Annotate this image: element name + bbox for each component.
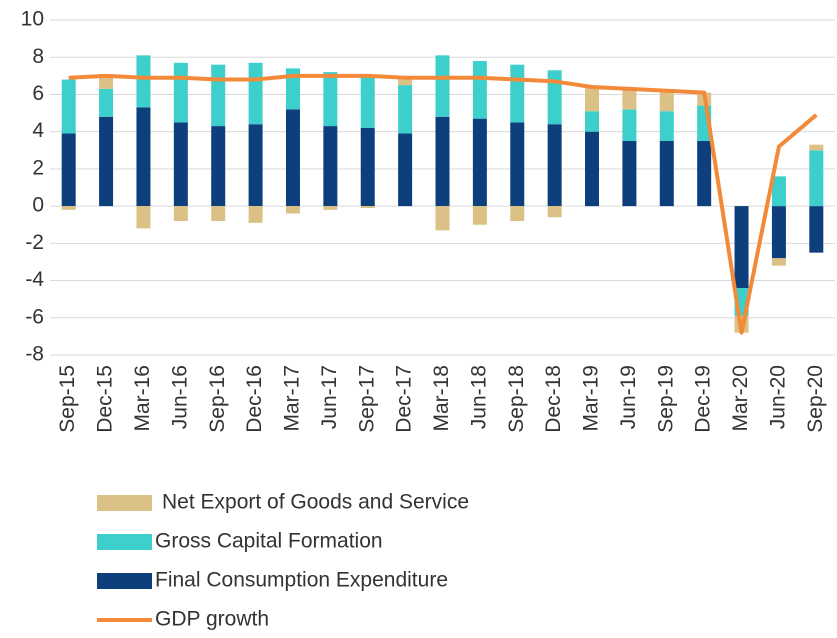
bar bbox=[61, 79, 76, 134]
bar bbox=[136, 107, 151, 207]
bar bbox=[285, 68, 300, 110]
bar bbox=[585, 87, 600, 112]
bar bbox=[659, 140, 674, 207]
bar bbox=[398, 85, 413, 134]
bar bbox=[136, 206, 151, 229]
legend-label: Gross Capital Formation bbox=[155, 530, 383, 553]
x-tick-label: Jun-20 bbox=[766, 365, 789, 429]
bar bbox=[360, 75, 375, 128]
x-tick-label: Mar-16 bbox=[131, 365, 154, 432]
bar bbox=[734, 206, 749, 288]
bar bbox=[360, 127, 375, 207]
bar bbox=[585, 111, 600, 132]
y-tick-label: -4 bbox=[25, 268, 44, 291]
bar bbox=[398, 79, 413, 86]
bar bbox=[622, 140, 637, 207]
x-tick-label: Mar-17 bbox=[281, 365, 304, 432]
y-tick-label: -8 bbox=[25, 343, 44, 366]
x-tick-label: Mar-19 bbox=[580, 365, 603, 432]
bar bbox=[99, 116, 114, 207]
bar bbox=[435, 55, 450, 117]
bar bbox=[771, 206, 786, 259]
bar bbox=[697, 140, 712, 207]
legend-label: Net Export of Goods and Service bbox=[162, 491, 469, 514]
x-tick-label: Dec-18 bbox=[542, 365, 565, 433]
line bbox=[68, 73, 818, 335]
x-tick-label: Jun-17 bbox=[318, 365, 341, 429]
bar bbox=[248, 124, 263, 207]
bar bbox=[585, 131, 600, 207]
y-tick-label: 2 bbox=[32, 156, 44, 179]
bar bbox=[435, 116, 450, 207]
y-tick-label: 8 bbox=[32, 45, 44, 68]
bar bbox=[211, 206, 226, 221]
bar bbox=[510, 122, 525, 207]
legend-label: GDP growth bbox=[155, 608, 269, 631]
bar bbox=[510, 206, 525, 221]
x-tick-label: Jun-19 bbox=[617, 365, 640, 429]
y-tick-label: 4 bbox=[32, 119, 44, 142]
x-tick-label: Sep-19 bbox=[654, 365, 677, 433]
x-tick-label: Sep-17 bbox=[355, 365, 378, 433]
y-tick-label: -6 bbox=[25, 305, 44, 328]
bar bbox=[211, 64, 226, 127]
bar bbox=[61, 133, 76, 207]
x-tick-label: Jun-16 bbox=[168, 365, 191, 429]
bar bbox=[659, 92, 674, 112]
bar bbox=[360, 206, 375, 208]
bar bbox=[323, 126, 338, 207]
x-tick-label: Mar-20 bbox=[729, 365, 752, 432]
legend-swatch bbox=[97, 495, 152, 511]
bar bbox=[211, 126, 226, 207]
bar bbox=[173, 62, 188, 123]
x-tick-label: Mar-18 bbox=[430, 365, 453, 432]
bar bbox=[99, 88, 114, 117]
x-tick-label: Dec-17 bbox=[393, 365, 416, 433]
x-tick-label: Dec-15 bbox=[94, 365, 117, 433]
y-tick-label: 10 bbox=[21, 8, 44, 31]
x-tick-label: Sep-18 bbox=[505, 365, 528, 433]
bar bbox=[173, 122, 188, 207]
bar bbox=[61, 206, 76, 210]
bar bbox=[622, 88, 637, 110]
bar bbox=[285, 206, 300, 214]
bar bbox=[547, 206, 562, 218]
bar bbox=[472, 206, 487, 225]
bar bbox=[323, 206, 338, 210]
x-tick-label: Sep-16 bbox=[206, 365, 229, 433]
x-tick-label: Dec-19 bbox=[692, 365, 715, 433]
y-tick-label: 6 bbox=[32, 82, 44, 105]
legend-swatch bbox=[97, 573, 152, 589]
bar bbox=[398, 133, 413, 207]
bar bbox=[248, 206, 263, 223]
legend-swatch bbox=[97, 534, 152, 550]
legend-label: Final Consumption Expenditure bbox=[155, 569, 448, 592]
bar bbox=[173, 206, 188, 221]
bar bbox=[136, 55, 151, 108]
y-tick-label: 0 bbox=[32, 194, 44, 217]
x-tick-label: Dec-16 bbox=[243, 365, 266, 433]
bar bbox=[285, 109, 300, 207]
bar bbox=[771, 176, 786, 207]
bar bbox=[659, 111, 674, 141]
bar bbox=[547, 124, 562, 207]
bar bbox=[510, 64, 525, 123]
y-tick-label: -2 bbox=[25, 231, 44, 254]
bar bbox=[809, 144, 824, 151]
bar bbox=[435, 206, 450, 231]
bar bbox=[809, 150, 824, 207]
x-tick-label: Sep-15 bbox=[56, 365, 79, 433]
bar bbox=[472, 118, 487, 207]
bar bbox=[622, 109, 637, 141]
bar bbox=[809, 206, 824, 253]
bar bbox=[323, 72, 338, 127]
bar bbox=[248, 62, 263, 125]
x-tick-label: Jun-18 bbox=[467, 365, 490, 429]
bar bbox=[547, 70, 562, 125]
bar bbox=[771, 258, 786, 266]
x-tick-label: Sep-20 bbox=[804, 365, 827, 433]
bar bbox=[472, 60, 487, 119]
